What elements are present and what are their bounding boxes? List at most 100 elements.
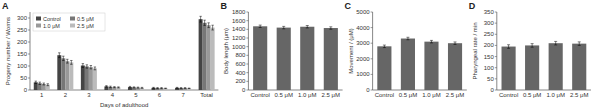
error-bar	[90, 66, 92, 69]
error-bar	[133, 86, 135, 88]
y-tick-label: 3000	[356, 40, 370, 46]
bar	[116, 87, 120, 90]
x-tick-label: 4	[111, 92, 115, 98]
error-bar	[430, 40, 433, 42]
panel-title: D	[469, 1, 476, 11]
y-tick-label: 5000	[356, 9, 370, 15]
legend: Control0.5 μM1.0 μM2.5 μM	[33, 13, 105, 31]
error-bar	[39, 82, 41, 84]
error-bar	[58, 53, 60, 58]
y-tick-label: 1200	[232, 35, 246, 41]
error-bar	[454, 42, 457, 44]
panel: C010002000300040005000Movement / (μM)Con…	[345, 1, 467, 98]
x-tick-label: Total	[200, 92, 213, 98]
x-tick-label: 0.5 μM	[399, 92, 417, 98]
error-bar	[211, 25, 213, 30]
y-tick-label: 350	[484, 9, 495, 15]
bar	[61, 58, 65, 90]
error-bar	[383, 45, 386, 47]
error-bar	[113, 86, 115, 88]
error-bar	[152, 87, 154, 89]
error-bar	[184, 87, 186, 89]
bar	[164, 88, 168, 90]
x-tick-label: Control	[375, 92, 394, 98]
y-tick-label: 100	[17, 63, 28, 69]
y-tick-label: 0	[490, 87, 494, 93]
y-tick-label: 800	[235, 52, 246, 58]
error-bar	[66, 59, 68, 63]
y-tick-label: 250	[484, 31, 495, 37]
marks	[377, 37, 462, 90]
x-tick-label: 2.5 μM	[322, 92, 340, 98]
bar	[502, 47, 516, 90]
error-bar	[156, 87, 158, 89]
y-tick-label: 150	[17, 51, 28, 57]
y-axis	[30, 12, 31, 90]
panel: A050100150200250300Progeny number / Worm…	[2, 1, 218, 108]
bar	[401, 39, 415, 90]
bar	[108, 87, 112, 90]
bar	[183, 88, 187, 90]
bar	[572, 44, 586, 90]
error-bar	[282, 26, 285, 28]
bar	[93, 68, 97, 90]
bar	[89, 67, 93, 90]
y-tick-label: 0	[24, 87, 28, 93]
bar	[69, 62, 73, 90]
bar	[85, 66, 89, 90]
error-bar	[43, 83, 45, 85]
x-tick-label: 2.5 μM	[570, 92, 588, 98]
bar	[324, 28, 338, 90]
bar	[57, 55, 61, 90]
error-bar	[176, 87, 178, 89]
x-tick-label: 1.0 μM	[298, 92, 316, 98]
y-axis-label: Body length (μm)	[223, 28, 229, 74]
bar	[46, 85, 50, 90]
bar	[377, 46, 391, 90]
x-tick-label: 5	[134, 92, 138, 98]
y-tick-label: 300	[17, 15, 28, 21]
y-tick-label: 1400	[232, 26, 246, 32]
y-tick-label: 200	[235, 78, 246, 84]
error-bar	[109, 86, 111, 87]
bar	[448, 43, 462, 90]
legend-swatch	[36, 24, 41, 28]
bar	[207, 25, 211, 90]
bar	[179, 88, 183, 90]
bar	[81, 66, 85, 90]
bar	[104, 86, 108, 90]
bar	[300, 27, 314, 90]
error-bar	[62, 56, 64, 60]
y-tick-label: 600	[235, 61, 246, 67]
legend-label: 1.0 μM	[43, 23, 60, 29]
error-bar	[188, 88, 190, 89]
bar	[211, 28, 215, 90]
error-bar	[82, 64, 84, 68]
legend-frame	[33, 13, 105, 31]
bar	[152, 88, 156, 90]
error-bar	[531, 44, 534, 48]
error-bar	[117, 86, 119, 88]
error-bar	[578, 42, 581, 46]
x-tick-label: 0.5 μM	[274, 92, 292, 98]
y-axis-label: Movement / (μM)	[348, 28, 354, 73]
x-tick-label: 1.0 μM	[546, 92, 564, 98]
y-tick-label: 150	[484, 54, 495, 60]
error-bar	[137, 87, 139, 89]
legend-label: 0.5 μM	[77, 16, 94, 22]
error-bar	[329, 27, 332, 29]
y-axis	[496, 12, 497, 90]
error-bar	[70, 60, 72, 64]
legend-swatch	[70, 24, 75, 28]
bar	[128, 87, 132, 90]
bar	[277, 28, 291, 90]
x-tick-label: 3	[87, 92, 91, 98]
y-axis	[372, 12, 373, 90]
x-tick-label: Control	[499, 92, 518, 98]
figure: A050100150200250300Progeny number / Worm…	[0, 0, 595, 112]
y-tick-label: 300	[484, 20, 495, 26]
y-tick-label: 2000	[356, 56, 370, 62]
bar	[175, 88, 179, 90]
y-axis	[248, 12, 249, 90]
y-tick-label: 1000	[232, 44, 246, 50]
